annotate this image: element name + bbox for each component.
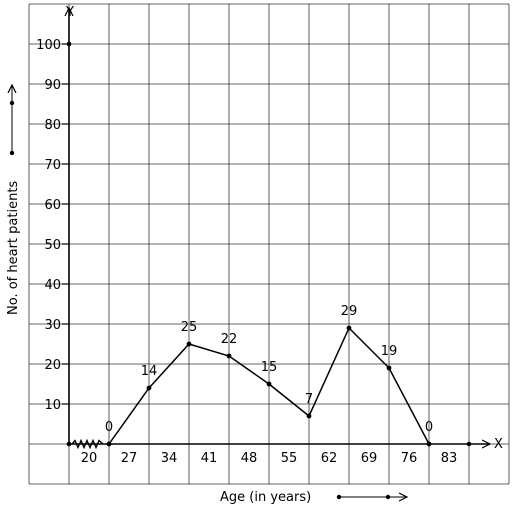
- data-point: [186, 341, 192, 347]
- series-line-layer: [106, 325, 432, 447]
- data-label: 0: [105, 420, 113, 435]
- x-tick-label: 34: [161, 451, 178, 466]
- axis-break-zigzag: [71, 438, 104, 450]
- data-point: [146, 385, 152, 391]
- y-tick-label: 10: [44, 398, 61, 413]
- y-tick-label: 60: [44, 198, 61, 213]
- x-tick-label: 55: [281, 451, 298, 466]
- grid: [28, 3, 510, 485]
- y-tick-label: 90: [44, 78, 61, 93]
- data-label: 15: [261, 360, 278, 375]
- axes: [66, 8, 490, 450]
- data-point: [266, 381, 272, 387]
- data-label: 19: [381, 344, 398, 359]
- data-label: 14: [141, 364, 158, 379]
- x-tick-label: 20: [81, 451, 98, 466]
- x-tick-label: 62: [321, 451, 338, 466]
- y-axis-letter: Y: [65, 5, 74, 20]
- x-tick-label: 41: [201, 451, 218, 466]
- data-label: 22: [221, 332, 238, 347]
- y-axis-title-arrow: [10, 85, 14, 156]
- y-tick-label: 50: [44, 238, 61, 253]
- x-tick-label: 76: [401, 451, 418, 466]
- y-axis-title: No. of heart patients: [6, 181, 21, 315]
- data-label: 7: [305, 392, 313, 407]
- x-axis-title: Age (in years): [220, 490, 311, 505]
- x-axis-title-arrow: [336, 495, 407, 499]
- y-tick-label: 30: [44, 318, 61, 333]
- x-tick-label: 69: [361, 451, 378, 466]
- origin-point: [66, 441, 72, 447]
- x-axis-end-point: [466, 441, 472, 447]
- y-tick-label: 100: [36, 38, 61, 53]
- data-label: 0: [425, 420, 433, 435]
- x-tick-label: 27: [121, 451, 138, 466]
- data-point: [346, 325, 352, 331]
- y-tick-label: 70: [44, 158, 61, 173]
- data-point: [106, 441, 112, 447]
- y-tick-label: 20: [44, 358, 61, 373]
- data-point: [426, 441, 432, 447]
- x-tick-label: 48: [241, 451, 258, 466]
- data-point: [386, 365, 392, 371]
- data-label: 25: [181, 320, 198, 335]
- x-axis-letter: X: [494, 437, 503, 452]
- data-point: [226, 353, 232, 359]
- y-tick-label: 40: [44, 278, 61, 293]
- y-tick-label: 80: [44, 118, 61, 133]
- data-labels: 0 14 25 22 15 7 29 19 0: [105, 304, 433, 435]
- x-tick-label: 83: [441, 451, 458, 466]
- data-point: [306, 413, 312, 419]
- data-label: 29: [341, 304, 358, 319]
